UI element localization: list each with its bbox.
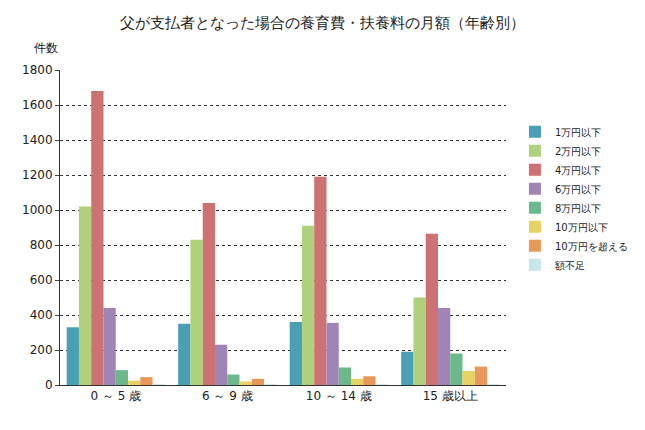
svg-text:件数: 件数 — [34, 41, 58, 55]
svg-text:600: 600 — [30, 273, 53, 287]
svg-text:1800: 1800 — [22, 63, 53, 77]
svg-text:10万円を超える: 10万円を超える — [555, 241, 628, 252]
svg-text:0: 0 — [45, 378, 53, 392]
svg-text:10 ～ 14 歳: 10 ～ 14 歳 — [306, 389, 372, 403]
svg-text:1万円以下: 1万円以下 — [555, 127, 601, 138]
svg-text:父が支払者となった場合の養育費・扶養料の月額（年齢別）: 父が支払者となった場合の養育費・扶養料の月額（年齢別） — [120, 14, 525, 32]
svg-text:6 ～ 9 歳: 6 ～ 9 歳 — [202, 389, 253, 403]
svg-text:2万円以下: 2万円以下 — [555, 146, 601, 157]
svg-text:額不足: 額不足 — [555, 260, 585, 271]
svg-text:0 ～ 5 歳: 0 ～ 5 歳 — [90, 389, 141, 403]
svg-text:1400: 1400 — [22, 133, 53, 147]
svg-text:1200: 1200 — [22, 168, 53, 182]
svg-text:4万円以下: 4万円以下 — [555, 165, 601, 176]
svg-text:800: 800 — [30, 238, 53, 252]
svg-text:6万円以下: 6万円以下 — [555, 184, 601, 195]
svg-text:15 歳以上: 15 歳以上 — [423, 389, 478, 403]
svg-text:1600: 1600 — [22, 98, 53, 112]
svg-text:200: 200 — [30, 343, 53, 357]
svg-text:8万円以下: 8万円以下 — [555, 203, 601, 214]
svg-text:400: 400 — [30, 308, 53, 322]
svg-text:1000: 1000 — [22, 203, 53, 217]
svg-text:10万円以下: 10万円以下 — [555, 222, 608, 233]
